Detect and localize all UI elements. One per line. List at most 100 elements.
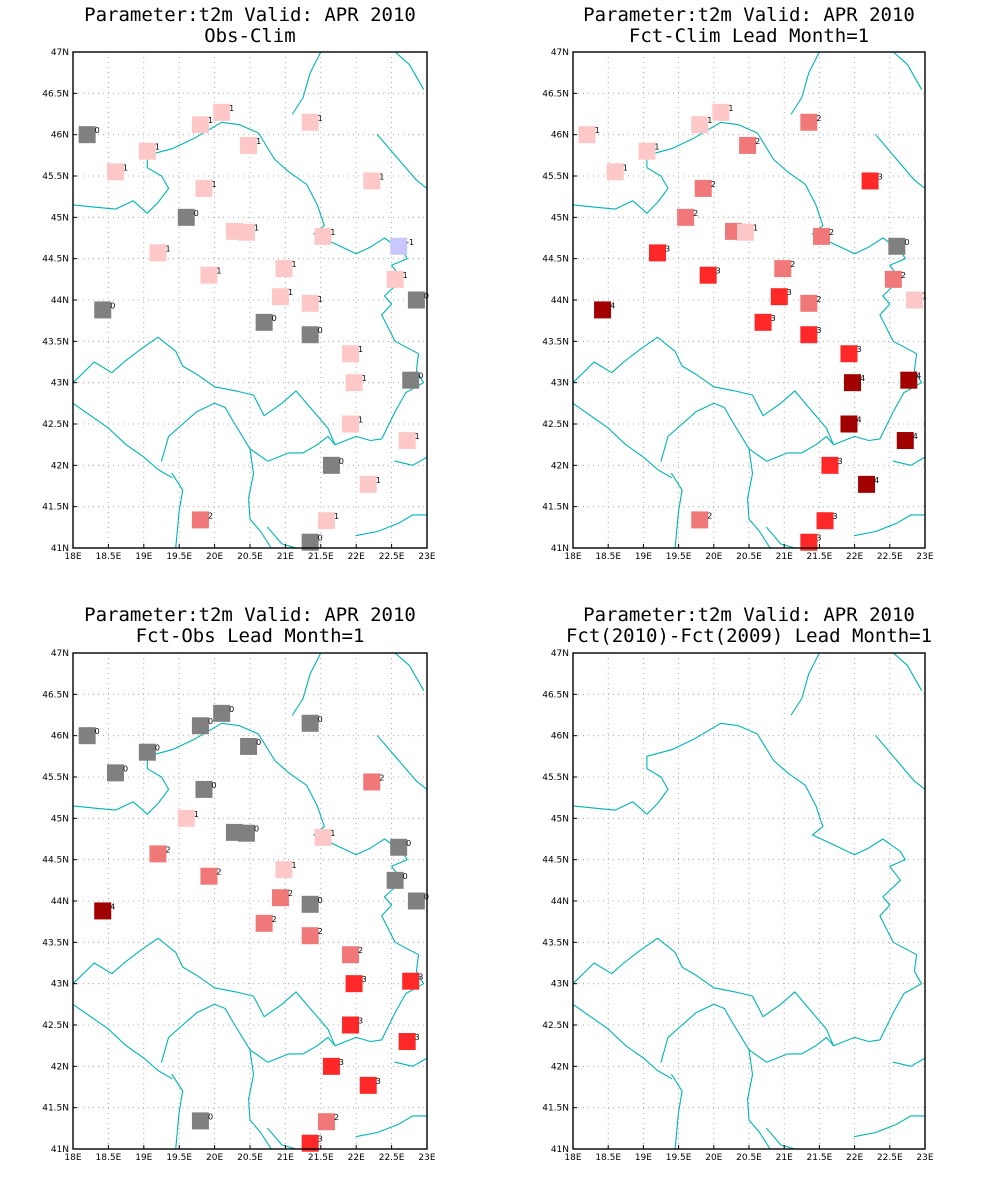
panel-2-border-line: [573, 402, 673, 479]
panel-2-x-tick-label: 23E: [916, 552, 933, 562]
panel-2-station-marker: [800, 533, 818, 551]
panel-1-station-value: 1: [318, 295, 323, 304]
panel-1-station-marker: [275, 260, 293, 278]
panel-1-y-tick-label: 46.5N: [42, 89, 69, 99]
panel-4-y-tick-label: 46N: [551, 732, 569, 742]
panel-2-title: Parameter:t2m Valid: APR 2010: [583, 4, 915, 26]
panel-1-station-value: 0: [272, 314, 277, 323]
panel-3-station-value: 0: [208, 717, 213, 726]
panel-1-y-tick-label: 45N: [51, 213, 69, 223]
panel-4-y-tick-label: 41N: [551, 1145, 569, 1155]
panel-2-station-marker: [821, 456, 839, 474]
panel-1-border-line: [355, 514, 427, 537]
panel-4-x-tick-label: 21E: [776, 1153, 793, 1163]
panel-1-y-tick-label: 43.5N: [42, 337, 69, 347]
panel-1-border-line: [160, 402, 233, 462]
panel-2-station-value: 0: [904, 238, 909, 247]
panel-1-station-marker: [386, 270, 404, 288]
panel-3-x-tick-label: 22.5E: [379, 1153, 405, 1163]
panel-1-station-marker: [402, 371, 420, 389]
panel-3-y-tick-label: 43N: [51, 980, 69, 990]
panel-1-station-value: 0: [110, 301, 115, 310]
panel-3-border-line: [394, 1057, 427, 1067]
panel-3-station-value: 2: [318, 927, 323, 936]
panel-3-station-marker: [317, 1113, 335, 1131]
panel-3-station-value: 3: [415, 1033, 420, 1042]
panel-3-border-line: [291, 653, 322, 716]
panel-4-x-tick-label: 19.5E: [666, 1153, 692, 1163]
panel-1-y-tick-label: 42N: [51, 461, 69, 471]
panel-3-border-line: [160, 1003, 233, 1063]
panel-3-y-tick-label: 45N: [51, 814, 69, 824]
panel-2-y-tick-label: 44N: [551, 296, 569, 306]
panel-1-station-value: 1: [288, 288, 293, 297]
panel-3-station-value: 0: [229, 705, 234, 714]
panel-1-x-tick-label: 19.5E: [166, 552, 192, 562]
panel-1-station-value: 1: [362, 374, 367, 383]
panel-1-y-tick-label: 41.5N: [42, 503, 69, 513]
panel-3-station-marker: [191, 717, 209, 735]
panel-1-x-tick-label: 22E: [348, 552, 365, 562]
panel-3-station-value: 2: [165, 845, 170, 854]
panel-3-border-line: [249, 1049, 290, 1063]
panel-1-station-marker: [78, 126, 96, 144]
panel-3-station-marker: [386, 871, 404, 889]
panel-3-border-line: [394, 653, 425, 691]
panel-1-map-borders: [73, 52, 427, 548]
panel-4-y-tick-label: 44N: [551, 897, 569, 907]
panel-2-x-tick-label: 21.5E: [807, 552, 833, 562]
panel-1-station-marker: [149, 244, 167, 262]
panel-3-station-value: 0: [123, 764, 128, 773]
panel-3-station-value: 3: [358, 1017, 363, 1026]
panel-3-station-marker: [271, 889, 289, 907]
panel-1-border-line: [73, 121, 425, 454]
panel-3-station-marker: [342, 1016, 360, 1034]
panel-1-station-marker: [94, 301, 112, 319]
panel-1-station-value: 1: [379, 172, 384, 181]
panel-2-station-value: 1: [753, 224, 758, 233]
panel-4-x-tick-label: 23E: [916, 1153, 933, 1163]
panel-3-station-marker: [363, 773, 381, 791]
panel-1-y-tick-label: 44N: [51, 296, 69, 306]
panel-obs-clim: Parameter:t2m Valid: APR 2010 Obs-Clim 0…: [42, 4, 436, 562]
panel-4-border-line: [573, 722, 923, 1055]
panel-4-border-line: [748, 1049, 789, 1063]
panel-1-station-marker: [177, 208, 195, 226]
panel-1-subtitle: Obs-Clim: [204, 25, 296, 47]
panel-1-station-value: 1: [330, 228, 335, 237]
panel-2-x-tick-label: 21E: [776, 552, 793, 562]
panel-2-station-marker: [578, 126, 596, 144]
panel-4-border-line: [854, 1115, 925, 1138]
panel-3-station-marker: [342, 946, 360, 964]
panel-1-station-value: 1: [165, 244, 170, 253]
panel-4-x-tick-label: 22E: [846, 1153, 863, 1163]
panel-1-station-value: 1: [403, 271, 408, 280]
panel-1-station-marker: [398, 432, 416, 450]
panel-2-border-line: [730, 419, 771, 548]
panel-4-y-tick-label: 42.5N: [542, 1021, 569, 1031]
panel-4-y-tick-label: 41.5N: [542, 1104, 569, 1114]
panel-1-x-tick-label: 20.5E: [237, 552, 263, 562]
panel-2-station-marker: [754, 313, 772, 331]
panel-3-station-value: 1: [291, 861, 296, 870]
panel-2-station-marker: [800, 113, 818, 131]
panel-2-station-value: 2: [755, 137, 760, 146]
panel-1-station-marker: [359, 475, 377, 493]
panel-1-station-value: 0: [95, 126, 100, 135]
panel-3-border-line: [267, 1127, 297, 1149]
panel-1-x-tick-label: 20E: [206, 552, 223, 562]
panel-1-station-marker: [301, 533, 319, 551]
panel-2-station-marker: [858, 475, 876, 493]
panel-fct-clim: Parameter:t2m Valid: APR 2010 Fct-Clim L…: [542, 4, 934, 562]
panel-4-border-line: [730, 1020, 771, 1149]
panel-3-station-marker: [240, 737, 258, 755]
panel-2-station-value: 1: [654, 143, 659, 152]
panel-4-subtitle: Fct(2010)-Fct(2009) Lead Month=1: [566, 625, 932, 647]
panel-2-station-marker: [694, 179, 712, 197]
panel-3-station-value: 1: [330, 829, 335, 838]
panel-2-station-marker: [774, 260, 792, 278]
panel-2-border-line: [790, 52, 820, 115]
panel-3-station-marker: [106, 764, 124, 782]
panel-1-station-marker: [301, 294, 319, 312]
panel-1-x-tick-label: 18.5E: [96, 552, 122, 562]
